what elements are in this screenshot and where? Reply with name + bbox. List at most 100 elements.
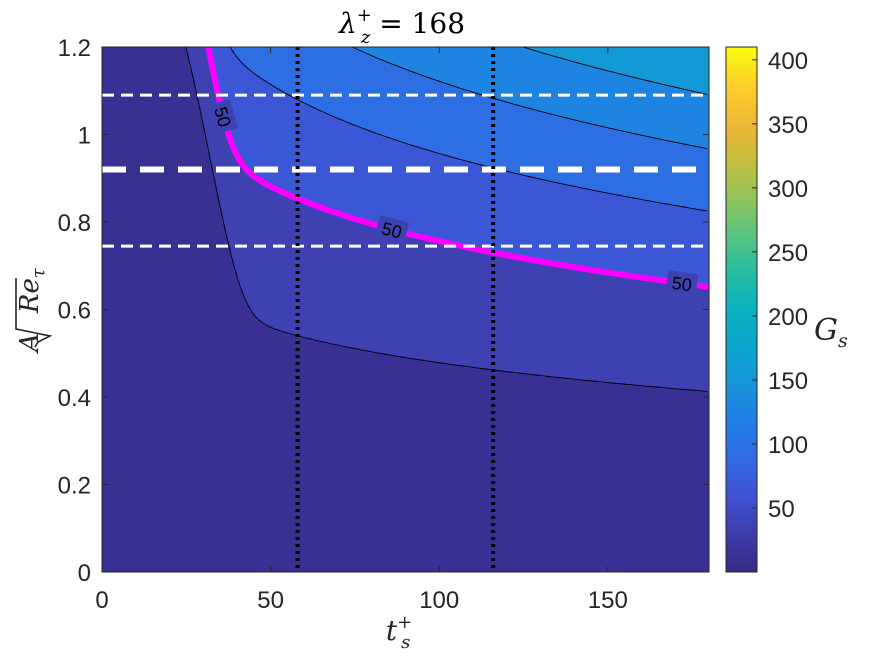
field-cell (279, 332, 283, 572)
field-cell (231, 146, 235, 261)
field-cell (417, 146, 421, 237)
field-cell (387, 230, 391, 357)
field-cell (456, 365, 460, 572)
field-cell (675, 143, 679, 207)
field-cell (582, 122, 586, 189)
field-cell (597, 47, 601, 69)
field-cell (390, 230, 394, 357)
field-cell (591, 191, 595, 270)
field-cell (552, 182, 556, 264)
field-cell (414, 74, 418, 147)
field-cell (639, 200, 643, 279)
field-cell (549, 47, 553, 57)
field-cell (540, 179, 544, 264)
field-cell (507, 371, 511, 572)
field-cell (228, 248, 232, 572)
field-cell (483, 251, 487, 369)
field-cell (702, 47, 706, 96)
field-cell (285, 47, 289, 96)
field-cell (447, 47, 451, 84)
field-cell (393, 230, 397, 357)
field-cell (546, 182, 550, 264)
field-cell (525, 47, 529, 108)
field-cell (552, 116, 556, 183)
field-cell (504, 47, 508, 102)
field-cell (327, 344, 331, 572)
field-cell (399, 356, 403, 572)
field-cell (555, 377, 559, 572)
field-cell (666, 140, 670, 204)
field-cell (387, 356, 391, 572)
field-cell (531, 50, 535, 111)
contour-lines (185, 47, 708, 392)
field-cell (195, 92, 199, 572)
field-cell (243, 167, 247, 300)
field-cell (528, 107, 532, 177)
field-cell (480, 95, 484, 165)
field-cell (333, 116, 337, 213)
field-cell (258, 77, 262, 180)
field-cell (615, 74, 619, 132)
field-cell (558, 377, 562, 572)
field-cell (630, 275, 634, 387)
field-cell (360, 50, 364, 129)
field-cell (675, 389, 679, 572)
field-cell (648, 47, 652, 81)
field-cell (591, 47, 595, 69)
field-cell (333, 212, 337, 345)
field-cell (681, 47, 685, 90)
colorbar-bar (725, 46, 758, 573)
field-cell (618, 47, 622, 75)
field-cell (609, 47, 613, 72)
field-cell (159, 47, 163, 572)
field-cell (420, 149, 424, 237)
field-cell (540, 113, 544, 180)
field-cell (561, 59, 565, 117)
field-cell (360, 128, 364, 222)
field-cell (447, 242, 451, 366)
field-cell (312, 341, 316, 572)
field-cell (423, 239, 427, 363)
colorbar-tick-label: 50 (768, 496, 795, 523)
field-cell (534, 110, 538, 180)
field-cell (330, 344, 334, 572)
field-cell (354, 350, 358, 572)
field-cell (399, 68, 403, 144)
field-cell (267, 185, 271, 327)
field-cell (300, 200, 304, 339)
contour-label-text: 50 (671, 273, 694, 296)
field-cell (270, 329, 274, 572)
field-cell (582, 380, 586, 572)
field-cell (648, 386, 652, 572)
field-cell (414, 47, 418, 75)
field-cell (612, 383, 616, 572)
contour-label-background (374, 215, 410, 244)
field-cell (477, 368, 481, 572)
field-cell (702, 392, 706, 572)
field-cell (318, 341, 322, 572)
field-cell (441, 155, 445, 243)
field-cell (621, 383, 625, 572)
field-cell (426, 77, 430, 150)
field-cell (393, 356, 397, 572)
field-cell (162, 47, 166, 572)
field-cell (258, 47, 262, 78)
field-cell (663, 389, 667, 572)
field-cell (189, 47, 193, 69)
y-label-sqrt-sign (15, 278, 53, 348)
field-cell (480, 368, 484, 572)
contour-field (102, 47, 709, 572)
field-cell (693, 47, 697, 93)
field-cell (639, 386, 643, 572)
field-cell (411, 146, 415, 237)
field-cell (651, 278, 655, 387)
field-cell (546, 113, 550, 183)
field-cell (588, 125, 592, 192)
field-cell (522, 176, 526, 258)
field-cell (240, 47, 244, 63)
field-cell (450, 86, 454, 159)
field-cell (570, 185, 574, 267)
field-cell (459, 89, 463, 162)
field-cell (324, 47, 328, 114)
